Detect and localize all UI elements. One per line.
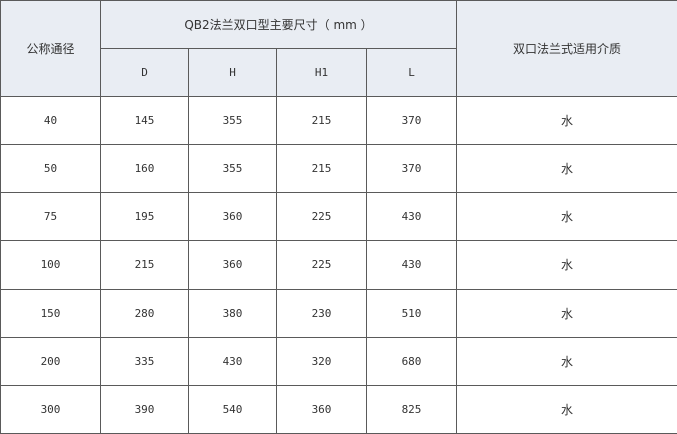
cell-medium: 水 bbox=[456, 240, 677, 290]
table-row: 75 195 360 225 430 水 bbox=[0, 192, 677, 242]
cell-l: 680 bbox=[365, 336, 458, 386]
cell-l: 370 bbox=[365, 95, 458, 146]
cell-d: 280 bbox=[100, 288, 189, 338]
cell-h1: 215 bbox=[276, 95, 367, 146]
table-row: 50 160 355 215 370 水 bbox=[0, 144, 677, 194]
cell-l: 825 bbox=[365, 384, 458, 434]
cell-h1: 215 bbox=[276, 144, 367, 194]
table-row: 100 215 360 225 430 水 bbox=[0, 240, 677, 290]
header-d: D bbox=[100, 48, 189, 97]
cell-h: 380 bbox=[188, 288, 277, 338]
cell-medium: 水 bbox=[456, 336, 677, 386]
header-dimensions-title: QB2法兰双口型主要尺寸（ mm ） bbox=[99, 0, 458, 49]
cell-h1: 225 bbox=[276, 192, 367, 242]
cell-d: 145 bbox=[100, 95, 189, 146]
cell-d: 335 bbox=[100, 336, 189, 386]
cell-h1: 320 bbox=[276, 336, 367, 386]
cell-dn: 150 bbox=[0, 288, 101, 338]
cell-l: 510 bbox=[365, 288, 458, 338]
cell-dn: 300 bbox=[0, 384, 101, 434]
cell-h: 540 bbox=[188, 384, 277, 434]
cell-medium: 水 bbox=[456, 384, 677, 434]
header-h: H bbox=[188, 48, 277, 97]
header-l: L bbox=[365, 48, 458, 97]
cell-h1: 230 bbox=[276, 288, 367, 338]
cell-dn: 50 bbox=[0, 144, 101, 194]
cell-d: 215 bbox=[100, 240, 189, 290]
table-row: 150 280 380 230 510 水 bbox=[0, 288, 677, 338]
cell-medium: 水 bbox=[456, 144, 677, 194]
cell-h: 360 bbox=[188, 240, 277, 290]
cell-dn: 200 bbox=[0, 336, 101, 386]
cell-h1: 225 bbox=[276, 240, 367, 290]
cell-medium: 水 bbox=[456, 192, 677, 242]
cell-h1: 360 bbox=[276, 384, 367, 434]
cell-d: 160 bbox=[100, 144, 189, 194]
cell-dn: 100 bbox=[0, 240, 101, 290]
table-row: 200 335 430 320 680 水 bbox=[0, 336, 677, 386]
cell-h: 360 bbox=[188, 192, 277, 242]
cell-h: 355 bbox=[188, 95, 277, 146]
cell-l: 430 bbox=[365, 192, 458, 242]
cell-medium: 水 bbox=[456, 95, 677, 146]
cell-medium: 水 bbox=[456, 288, 677, 338]
header-nominal-diameter: 公称通径 bbox=[0, 0, 101, 97]
cell-d: 195 bbox=[100, 192, 189, 242]
cell-dn: 40 bbox=[0, 95, 101, 146]
cell-h: 355 bbox=[188, 144, 277, 194]
cell-d: 390 bbox=[100, 384, 189, 434]
cell-l: 370 bbox=[365, 144, 458, 194]
header-h1: H1 bbox=[276, 48, 367, 97]
table-row: 300 390 540 360 825 水 bbox=[0, 384, 677, 434]
header-medium: 双口法兰式适用介质 bbox=[456, 0, 677, 97]
cell-l: 430 bbox=[365, 240, 458, 290]
table-row: 40 145 355 215 370 水 bbox=[0, 95, 677, 146]
cell-dn: 75 bbox=[0, 192, 101, 242]
cell-h: 430 bbox=[188, 336, 277, 386]
